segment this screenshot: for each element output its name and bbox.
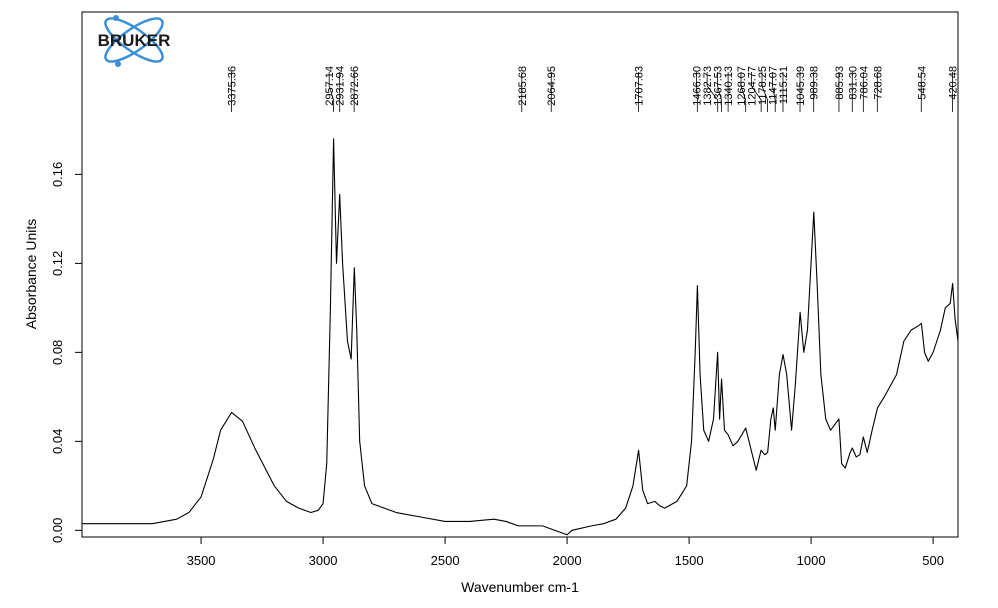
- plot-frame: [81, 11, 959, 538]
- peak-marker: [751, 72, 762, 112]
- logo-text: BRUKER: [98, 31, 171, 50]
- peak-label: 1268.07: [736, 66, 748, 106]
- peak-label: 2957.14: [324, 66, 336, 106]
- y-tick-label: 0.16: [50, 162, 65, 187]
- y-axis-label: Absorbance Units: [23, 219, 39, 330]
- peak-label: 1147.07: [767, 66, 779, 105]
- peak-label: 2872.66: [349, 66, 361, 106]
- peak-label: 1204.77: [746, 66, 758, 106]
- y-tick-label: 0.12: [50, 251, 65, 276]
- peak-label: 2931.94: [335, 66, 347, 106]
- x-tick-label: 2500: [431, 553, 460, 568]
- x-tick-label: 500: [922, 553, 944, 568]
- peak-label: 2185.68: [517, 66, 529, 106]
- peak-marker: [328, 72, 334, 112]
- spectrum-line: [82, 138, 959, 536]
- peak-label: 1367.53: [713, 66, 725, 106]
- peak-label: 3375.36: [226, 66, 238, 106]
- peak-label: 1115.21: [778, 66, 790, 104]
- peak-label: 786.04: [858, 66, 870, 100]
- peak-label: 1045.39: [795, 66, 807, 106]
- peak-label: 989.38: [809, 66, 821, 100]
- y-tick-label: 0.04: [50, 429, 65, 454]
- peak-marker: [717, 72, 722, 112]
- peak-marker: [740, 72, 747, 112]
- peak-label: 831.30: [847, 66, 859, 100]
- logo: BRUKER: [98, 15, 171, 67]
- y-tick-label: 0.00: [50, 518, 65, 543]
- x-tick-label: 3500: [187, 553, 216, 568]
- peak-label: 885.93: [834, 66, 846, 100]
- peak-label: 420.48: [948, 66, 960, 100]
- x-tick-label: 2000: [553, 553, 582, 568]
- peak-marker: [772, 72, 776, 112]
- peak-marker: [706, 72, 719, 112]
- peak-label: 2064.95: [546, 66, 558, 106]
- peak-label: 548.54: [916, 66, 928, 100]
- peak-label: 1707.83: [633, 66, 645, 106]
- peak-marker: [761, 72, 769, 112]
- peak-label: 1466.30: [692, 66, 704, 106]
- y-tick-label: 0.08: [50, 340, 65, 365]
- peak-label: 728.68: [872, 66, 884, 100]
- x-axis-label: Wavenumber cm-1: [461, 579, 579, 595]
- x-tick-label: 3000: [309, 553, 338, 568]
- x-tick-label: 1000: [797, 553, 826, 568]
- peak-label: 1340.13: [723, 66, 735, 106]
- peak-marker: [696, 72, 698, 112]
- peak-label: 1382.73: [702, 66, 714, 106]
- x-tick-label: 1500: [675, 553, 704, 568]
